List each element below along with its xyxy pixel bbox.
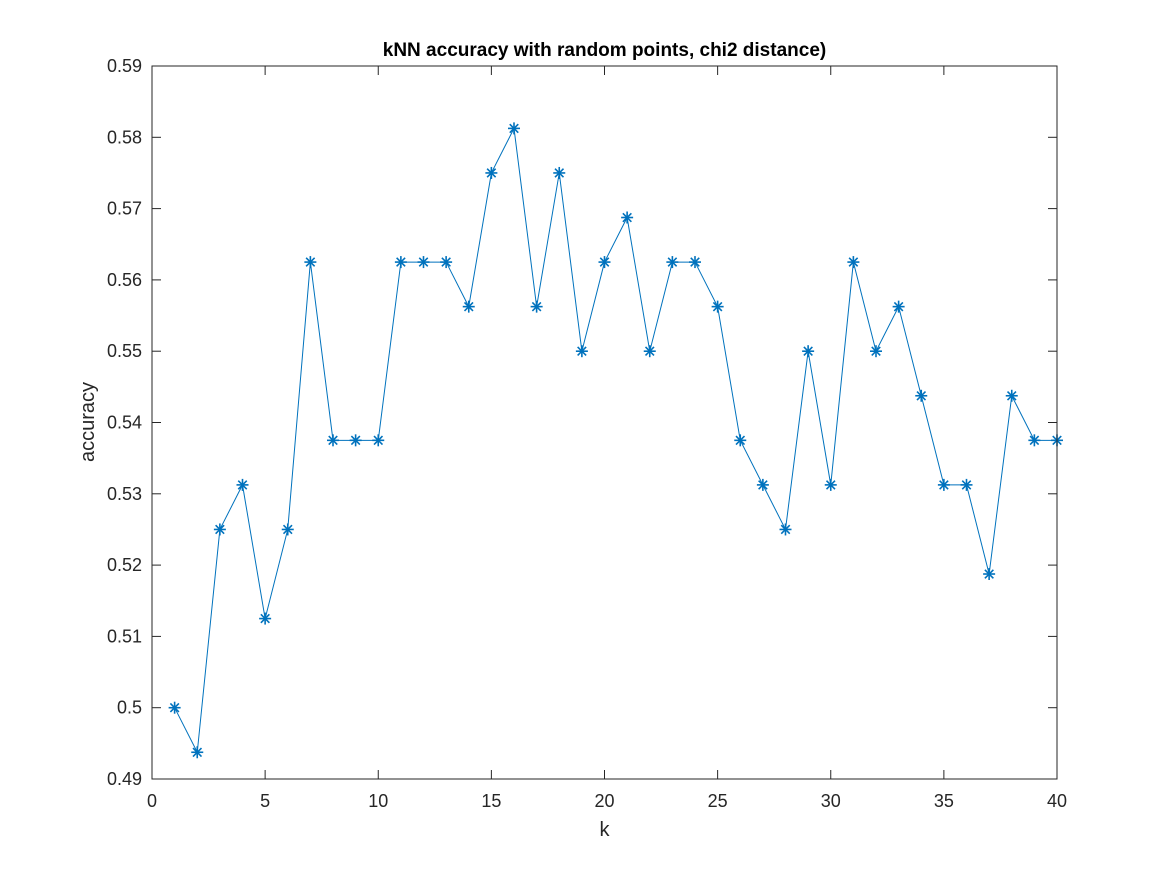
data-point-marker [440, 256, 453, 269]
data-point-marker [462, 300, 475, 313]
y-tick-label: 0.52 [107, 555, 142, 575]
y-tick-label: 0.54 [107, 413, 142, 433]
axes-box [151, 65, 1058, 780]
data-point-marker [553, 166, 566, 179]
chart-title: kNN accuracy with random points, chi2 di… [383, 40, 826, 61]
y-tick-label: 0.53 [107, 484, 142, 504]
y-tick-label: 0.51 [107, 626, 142, 646]
data-point-marker [575, 345, 588, 358]
y-tick-label: 0.49 [107, 769, 142, 789]
data-point-marker [394, 256, 407, 269]
data-point-marker [643, 345, 656, 358]
data-point-marker [621, 211, 634, 224]
data-point-marker [937, 478, 950, 491]
data-point-marker [779, 523, 792, 536]
data-point-marker [711, 300, 724, 313]
data-point-marker [417, 256, 430, 269]
y-tick-labels: 0.49 0.5 0.51 0.52 0.53 0.54 0.55 0.56 0.57 0.58 0… [107, 56, 142, 789]
data-point-marker [734, 434, 747, 447]
data-point-marker [213, 523, 226, 536]
data-point-marker [327, 434, 339, 447]
data-point-marker [666, 256, 679, 269]
data-point-marker [1005, 389, 1018, 402]
data-point-marker [236, 478, 249, 491]
x-tick-label: 15 [481, 791, 501, 811]
series-group [168, 122, 1063, 759]
data-point-marker [847, 256, 860, 269]
x-axis-label: k [600, 819, 611, 841]
x-tick-label: 5 [260, 791, 270, 811]
data-point-marker [349, 434, 362, 447]
data-point-marker [960, 478, 973, 491]
y-tick-label: 0.57 [107, 199, 142, 219]
data-point-marker [304, 256, 317, 269]
x-tick-label: 25 [708, 791, 728, 811]
x-tick-label: 30 [821, 791, 841, 811]
data-point-marker [870, 345, 882, 358]
y-axis-label: accuracy [77, 382, 99, 462]
data-point-marker [372, 434, 385, 447]
x-tick-label: 0 [147, 791, 157, 811]
y-tick-label: 0.5 [117, 698, 142, 718]
x-tick-label: 40 [1047, 791, 1067, 811]
y-tick-label: 0.59 [107, 56, 142, 76]
data-point-marker [892, 300, 905, 313]
data-point-marker [530, 300, 543, 313]
y-tick-label: 0.56 [107, 270, 142, 290]
x-tick-labels: 0 5 10 15 20 25 30 35 40 [147, 791, 1067, 811]
data-point-marker [191, 746, 204, 759]
data-point-marker [259, 612, 272, 625]
y-tick-label: 0.58 [107, 127, 142, 147]
x-tick-label: 35 [934, 791, 954, 811]
y-tick-label: 0.55 [107, 341, 142, 361]
data-point-marker [756, 478, 769, 491]
data-point-marker [508, 122, 520, 135]
series-line [174, 126, 1057, 755]
data-point-marker [598, 256, 611, 269]
data-point-marker [689, 256, 701, 269]
data-point-marker [802, 345, 815, 358]
data-point-marker [824, 478, 837, 491]
data-point-marker [1028, 434, 1041, 447]
data-point-marker [915, 389, 928, 402]
plot-area [152, 66, 1057, 779]
x-tick-label: 20 [594, 791, 614, 811]
data-point-marker [168, 701, 181, 714]
data-point-marker [281, 523, 294, 536]
x-tick-label: 10 [368, 791, 388, 811]
data-point-marker [983, 568, 996, 581]
data-point-marker [485, 166, 498, 179]
